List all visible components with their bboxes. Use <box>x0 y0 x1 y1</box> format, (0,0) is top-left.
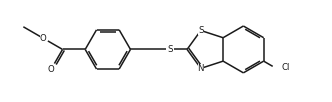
Text: O: O <box>48 65 55 74</box>
Text: Cl: Cl <box>281 63 290 72</box>
Text: S: S <box>198 26 204 35</box>
Text: N: N <box>198 64 204 73</box>
Text: O: O <box>40 34 46 43</box>
Text: S: S <box>167 45 173 54</box>
